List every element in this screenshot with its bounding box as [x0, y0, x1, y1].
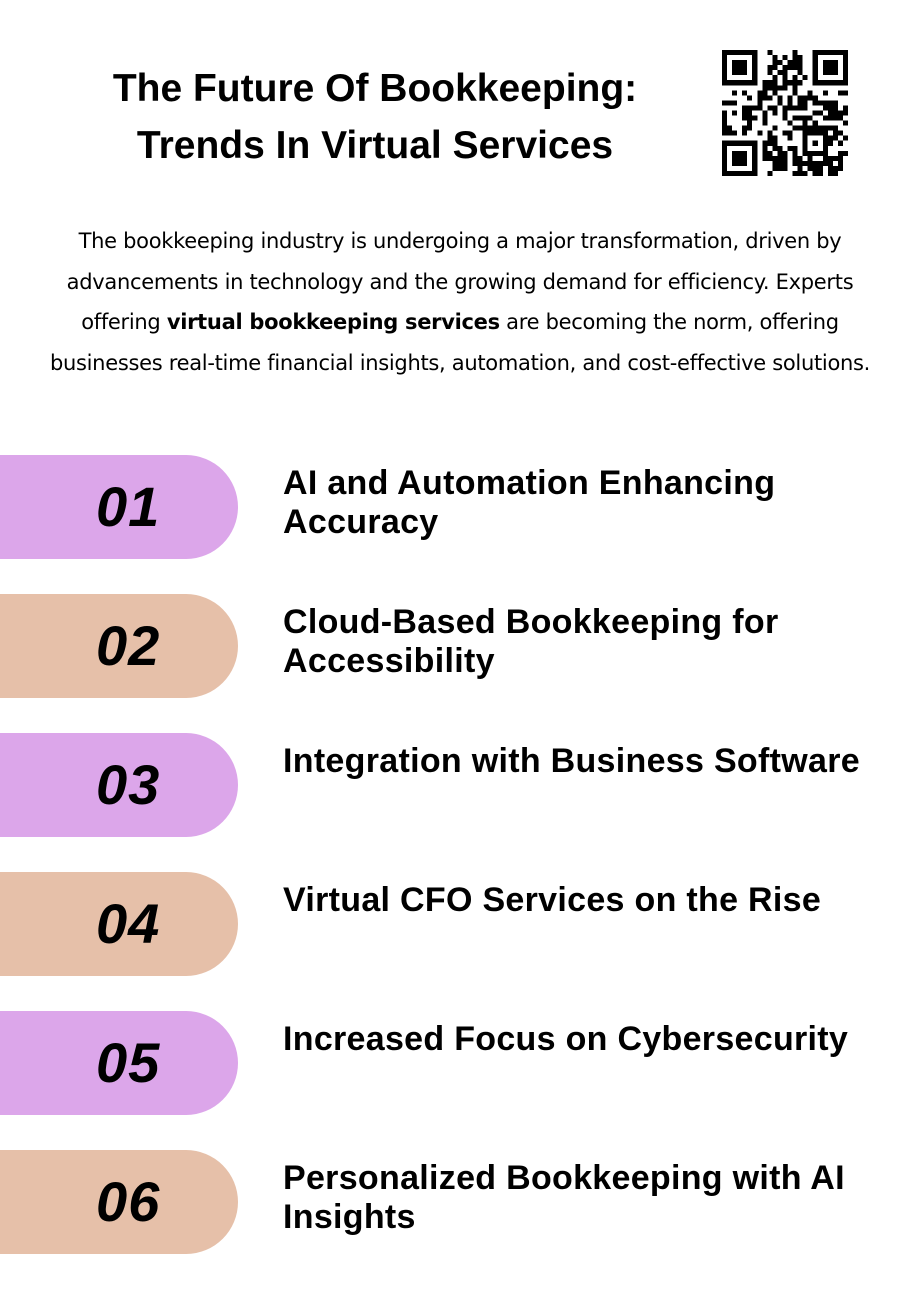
number-pill: 03: [0, 733, 238, 837]
trend-item: 05 Increased Focus on Cybersecurity: [0, 1011, 920, 1115]
trend-label: Personalized Bookkeeping with AI Insight…: [283, 1159, 845, 1236]
trend-item: 03 Integration with Business Software: [0, 733, 920, 837]
number-pill: 05: [0, 1011, 238, 1115]
number-pill: 06: [0, 1150, 238, 1254]
intro-text-start: The bookkeeping industry is undergoing a…: [66, 229, 854, 334]
number-pill: 04: [0, 872, 238, 976]
qr-code-icon: [722, 50, 848, 176]
trend-label: Integration with Business Software: [283, 742, 860, 780]
trend-item: 06 Personalized Bookkeeping with AI Insi…: [0, 1150, 920, 1254]
number-pill: 02: [0, 594, 238, 698]
trend-item: 01 AI and Automation Enhancing Accuracy: [0, 455, 920, 559]
trend-label: Increased Focus on Cybersecurity: [283, 1020, 849, 1058]
page-title: The Future Of Bookkeeping: Trends In Vir…: [40, 60, 710, 174]
title-line-2: Trends In Virtual Services: [136, 124, 614, 167]
intro-paragraph: The bookkeeping industry is undergoing a…: [30, 221, 890, 383]
trend-number: 06: [96, 1170, 161, 1233]
trend-label: AI and Automation Enhancing Accuracy: [283, 464, 776, 541]
trend-label: Virtual CFO Services on the Rise: [283, 881, 822, 919]
trend-label: Cloud-Based Bookkeeping for Accessibilit…: [283, 603, 779, 680]
trend-item: 04 Virtual CFO Services on the Rise: [0, 872, 920, 976]
intro-text-end: are becoming the norm, offering business…: [49, 310, 871, 375]
trend-number: 04: [96, 892, 161, 955]
trend-number: 03: [96, 753, 161, 816]
trend-number: 01: [96, 475, 161, 538]
intro-link-text: virtual bookkeeping services: [166, 310, 500, 334]
title-line-1: The Future Of Bookkeeping:: [112, 67, 638, 110]
trend-number: 05: [96, 1031, 161, 1094]
trend-number: 02: [96, 614, 161, 677]
trend-item: 02 Cloud-Based Bookkeeping for Accessibi…: [0, 594, 920, 698]
number-pill: 01: [0, 455, 238, 559]
